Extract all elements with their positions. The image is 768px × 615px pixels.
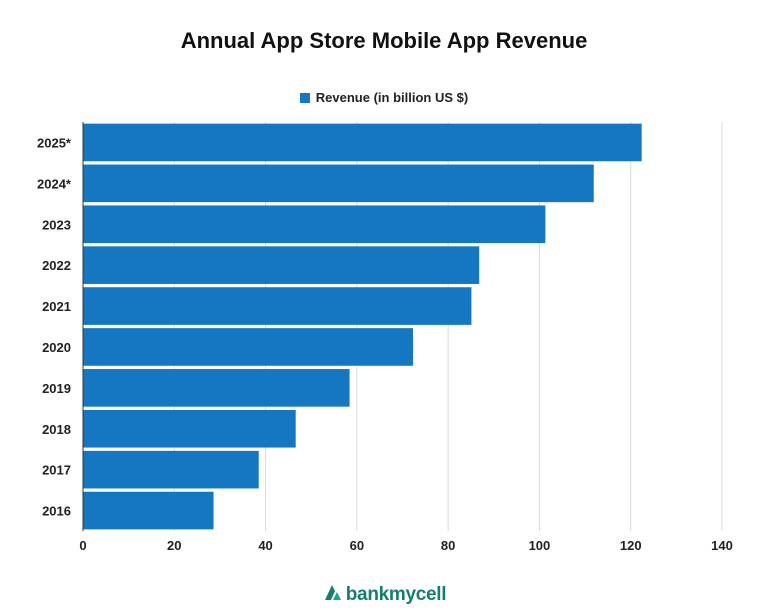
- x-tick-label: 120: [620, 538, 642, 553]
- legend-swatch: [299, 93, 310, 103]
- x-tick-labels: 0 20 40 60 80 100 120 140: [79, 538, 732, 553]
- category-label: 2018: [42, 422, 71, 437]
- bar-2021: [83, 287, 472, 325]
- chart-title: Annual App Store Mobile App Revenue: [180, 28, 588, 53]
- bankmycell-logo-icon: [324, 585, 341, 600]
- category-label: 2023: [42, 217, 71, 232]
- legend: Revenue (in billion US $): [0, 90, 768, 105]
- brand-name: bankmycell: [345, 584, 447, 605]
- category-label: 2016: [42, 504, 71, 519]
- bar-2022: [83, 246, 480, 284]
- legend-label: Revenue (in billion US $): [315, 90, 469, 105]
- bar-2017: [83, 450, 259, 489]
- bars: [83, 123, 642, 530]
- x-tick-label: 100: [529, 538, 551, 553]
- category-label: 2019: [42, 381, 71, 396]
- bar-2016: [83, 491, 214, 530]
- bar-2023: [83, 205, 546, 244]
- brand-logo: bankmycell: [0, 582, 768, 606]
- bar-2019: [83, 369, 350, 407]
- bar-2020: [83, 328, 413, 366]
- category-label: 2024*: [37, 176, 72, 191]
- category-labels: 2025* 2024* 2023 2022 2021 2020 2019 2018 2017 20…: [37, 135, 72, 518]
- x-tick-label: 0: [79, 538, 86, 553]
- category-label: 2022: [42, 258, 71, 273]
- category-label: 2025*: [37, 135, 72, 150]
- x-tick-label: 60: [350, 538, 364, 553]
- category-label: 2017: [42, 463, 71, 478]
- bar-2018: [83, 409, 296, 448]
- x-tick-label: 20: [167, 538, 181, 553]
- x-tick-label: 40: [258, 538, 272, 553]
- x-tick-label: 140: [711, 538, 733, 553]
- bar-2025-projected: [83, 123, 642, 162]
- category-label: 2021: [42, 299, 71, 314]
- x-tick-label: 80: [441, 538, 455, 553]
- bar-2024-projected: [83, 164, 594, 203]
- category-label: 2020: [42, 340, 71, 355]
